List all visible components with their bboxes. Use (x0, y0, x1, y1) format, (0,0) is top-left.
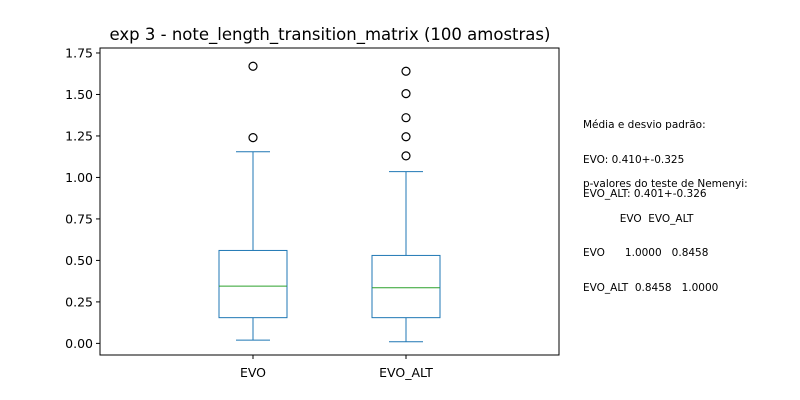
y-tick-label: 0.25 (65, 294, 93, 309)
box-group-evo (218, 61, 288, 341)
x-axis: EVO EVO_ALT (240, 355, 433, 380)
mean-stats-line: EVO: 0.410+-0.325 (583, 153, 685, 166)
x-tick-label: EVO (240, 365, 266, 380)
outlier-point (401, 89, 411, 99)
box-group-evo-alt (371, 66, 441, 343)
y-tick-label: 1.50 (65, 87, 93, 102)
outlier-point (248, 61, 258, 71)
axes-frame (99, 47, 560, 356)
box-iqr (371, 254, 441, 319)
y-tick-label: 1.00 (65, 170, 93, 185)
y-tick-label: 0.50 (65, 253, 93, 268)
outlier-point (248, 133, 258, 143)
x-tick-label: EVO_ALT (379, 365, 433, 380)
mean-stats-line: EVO_ALT: 0.401+-0.326 (583, 188, 707, 200)
outlier-point (401, 113, 411, 123)
nemenyi-line: EVO EVO_ALT (583, 212, 694, 225)
stats-panel: Média e desvio padrão: EVO: 0.410+-0.325… (583, 97, 707, 212)
y-tick-label: 0.75 (65, 211, 93, 226)
plot-area (218, 61, 441, 343)
y-tick-label: 1.25 (65, 128, 93, 143)
nemenyi-line: EVO 1.0000 0.8458 (583, 247, 709, 259)
outlier-point (401, 66, 411, 76)
y-axis: 0.00 0.25 0.50 0.75 1.00 1.25 1.50 1.75 (65, 45, 100, 351)
box-iqr (218, 249, 288, 319)
nemenyi-panel: p-valores do teste de Nemenyi: EVO EVO_A… (583, 156, 748, 306)
nemenyi-title: p-valores do teste de Nemenyi: (583, 178, 748, 190)
chart-title: exp 3 - note_length_transition_matrix (1… (110, 25, 551, 45)
outlier-point (401, 151, 411, 161)
y-tick-label: 1.75 (65, 45, 93, 60)
mean-stats-title: Média e desvio padrão: (583, 119, 706, 131)
nemenyi-line: EVO_ALT 0.8458 1.0000 (583, 281, 719, 294)
outlier-point (401, 132, 411, 142)
y-tick-label: 0.00 (65, 336, 93, 351)
